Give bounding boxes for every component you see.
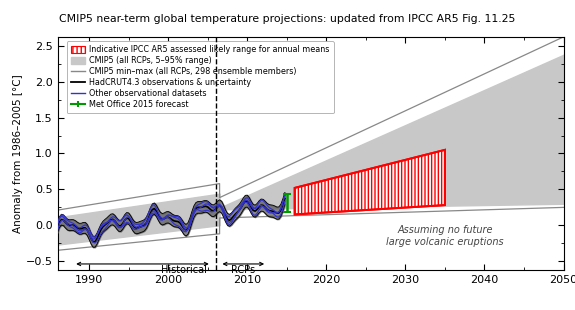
Text: CMIP5 near-term global temperature projections: updated from IPCC AR5 Fig. 11.25: CMIP5 near-term global temperature proje… xyxy=(59,14,516,24)
Text: Assuming no future
large volcanic eruptions: Assuming no future large volcanic erupti… xyxy=(386,225,504,247)
Text: Historical: Historical xyxy=(161,265,207,275)
Polygon shape xyxy=(295,150,445,215)
Y-axis label: Anomaly from 1986–2005 [°C]: Anomaly from 1986–2005 [°C] xyxy=(13,74,23,233)
Legend: Indicative IPCC AR5 assessed likely range for annual means, CMIP5 (all RCPs, 5–9: Indicative IPCC AR5 assessed likely rang… xyxy=(67,41,333,113)
Text: RCPs: RCPs xyxy=(231,265,255,275)
